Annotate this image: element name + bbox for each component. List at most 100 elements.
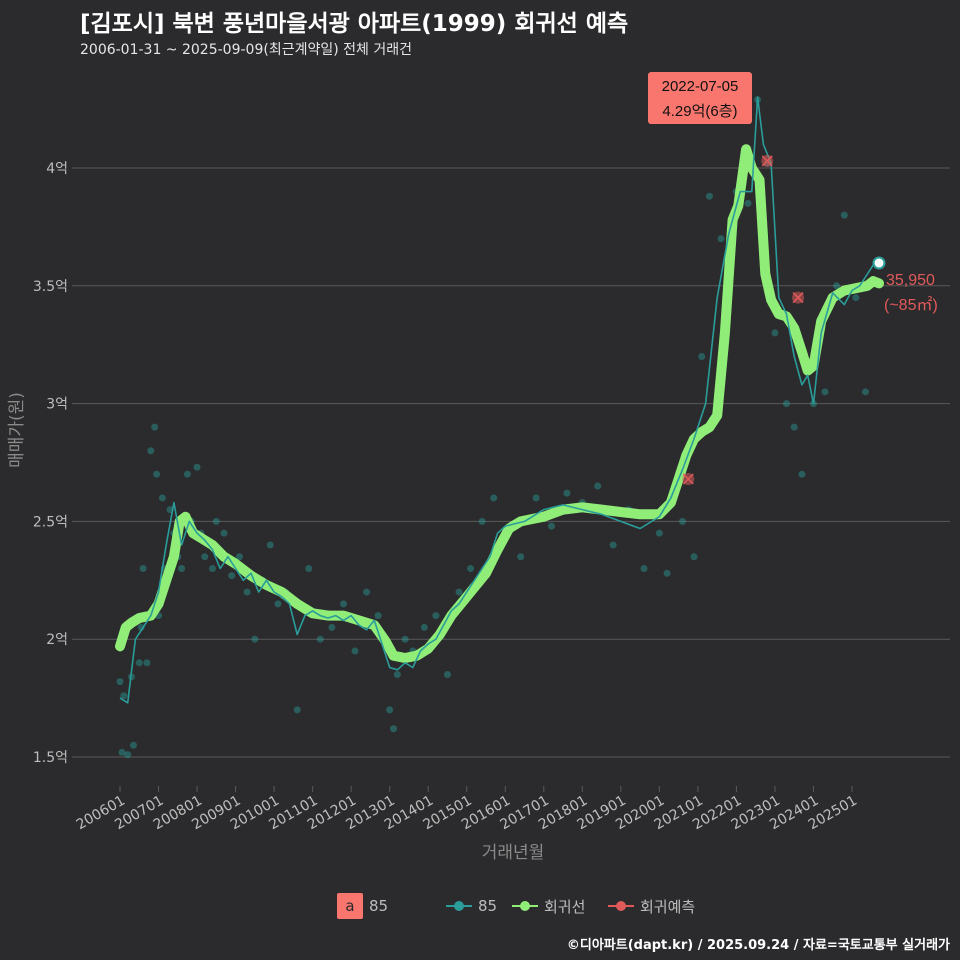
scatter-point: [547, 522, 555, 530]
scatter-point: [120, 692, 128, 700]
scatter-point: [386, 706, 394, 714]
scatter-point: [328, 623, 336, 631]
scatter-point: [143, 659, 151, 667]
scatter-point: [690, 553, 698, 561]
chart-subtitle: 2006-01-31 ~ 2025-09-09(최근계약일) 전체 거래건: [80, 42, 412, 58]
scatter-point: [861, 388, 869, 396]
scatter-point: [393, 671, 401, 679]
y-tick-label: 4억: [46, 161, 68, 177]
source-caption: ©디아파트(dapt.kr) / 2025.09.24 / 자료=국토교통부 실…: [566, 938, 950, 953]
legend-85-swatch: [446, 901, 472, 911]
scatter-point: [609, 541, 617, 549]
annotations: 2022-07-05 4.29억(6층) 35,950 (~85㎡): [648, 72, 938, 314]
scatter-point: [135, 659, 143, 667]
scatter-point: [201, 553, 209, 561]
scatter-point: [455, 588, 463, 596]
scatter-point: [129, 741, 137, 749]
scatter-point: [147, 447, 155, 455]
x-tick-labels: 2006012007012008012009012010012011012012…: [74, 786, 860, 833]
chart-title: [김포시] 북변 풍년마을서광 아파트(1999) 회귀선 예측: [80, 11, 629, 37]
scatter-point: [783, 400, 791, 408]
scatter-point: [517, 553, 525, 561]
y-tick-label: 2억: [46, 632, 68, 648]
y-tick-labels: 1.5억 2억 2.5억 3억 3.5억 4억: [33, 161, 68, 766]
scatter-point: [208, 565, 216, 573]
last-area-label: (~85㎡): [884, 296, 938, 314]
scatter-point: [532, 494, 540, 502]
scatter-point: [833, 282, 841, 290]
x-axis-title: 거래년월: [482, 843, 545, 863]
scatter-point: [235, 553, 243, 561]
scatter-point: [251, 635, 259, 643]
y-tick-label: 3.5억: [33, 279, 68, 295]
scatter-point: [158, 494, 166, 502]
scatter-point: [266, 541, 274, 549]
scatter-point: [852, 294, 860, 302]
scatter-point: [212, 517, 220, 525]
legend-item-a: a 85: [337, 890, 388, 922]
legend-item-forecast: 회귀예측: [608, 890, 695, 922]
scatter-point: [139, 565, 147, 573]
last-point-marker: [872, 256, 886, 270]
scatter-points: [116, 96, 869, 759]
scatter-point: [116, 678, 124, 686]
scatter-point: [183, 470, 191, 478]
legend-item-regression: 회귀선: [512, 890, 585, 922]
scatter-point: [490, 494, 498, 502]
legend-item-85: 85: [446, 890, 497, 922]
scatter-point: [374, 612, 382, 620]
forecast-markers: [682, 154, 805, 485]
scatter-point: [678, 517, 686, 525]
scatter-point: [698, 352, 706, 360]
last-price-label: 35,950: [886, 272, 935, 289]
forecast-cross-icon: [682, 473, 694, 485]
peak-label-box: [648, 72, 752, 124]
legend-forecast-label: 회귀예측: [640, 897, 696, 916]
scatter-point: [443, 671, 451, 679]
scatter-point: [316, 635, 324, 643]
scatter-point: [193, 463, 201, 471]
scatter-point: [705, 192, 713, 200]
legend-forecast-swatch: [608, 901, 634, 911]
scatter-point: [663, 569, 671, 577]
legend-85-label: 85: [478, 897, 498, 915]
y-axis-title: 매매가(원): [7, 392, 27, 468]
legend: a 85 85 회귀선 회귀예측: [0, 890, 960, 922]
legend-a-label: 85: [369, 897, 389, 915]
scatter-point: [243, 588, 251, 596]
scatter-point: [467, 565, 475, 573]
scatter-point: [821, 388, 829, 396]
regression-line: [115, 144, 884, 663]
legend-regression-label: 회귀선: [544, 897, 586, 916]
scatter-point: [390, 725, 398, 733]
scatter-point: [124, 751, 132, 759]
scatter-point: [655, 529, 663, 537]
scatter-point: [432, 612, 440, 620]
scatter-point: [401, 635, 409, 643]
peak-price-label: 4.29억(6층): [662, 103, 737, 120]
y-tick-label: 3억: [46, 397, 68, 413]
scatter-point: [351, 647, 359, 655]
series-lines: [115, 96, 884, 704]
scatter-point: [137, 623, 145, 631]
scatter-point: [178, 565, 186, 573]
scatter-point: [744, 199, 752, 207]
scatter-point: [594, 482, 602, 490]
scatter-point: [118, 748, 126, 756]
legend-a-swatch: a: [337, 893, 363, 919]
scatter-point: [363, 588, 371, 596]
scatter-point: [640, 565, 648, 573]
scatter-point: [790, 423, 798, 431]
scatter-point: [771, 329, 779, 337]
legend-regression-swatch: [512, 901, 538, 911]
peak-date-label: 2022-07-05: [662, 78, 739, 95]
scatter-point: [339, 600, 347, 608]
scatter-point: [293, 706, 301, 714]
scatter-point: [420, 623, 428, 631]
scatter-point: [478, 517, 486, 525]
scatter-point: [798, 470, 806, 478]
scatter-point: [563, 489, 571, 497]
scatter-point: [274, 600, 282, 608]
scatter-point: [153, 470, 161, 478]
